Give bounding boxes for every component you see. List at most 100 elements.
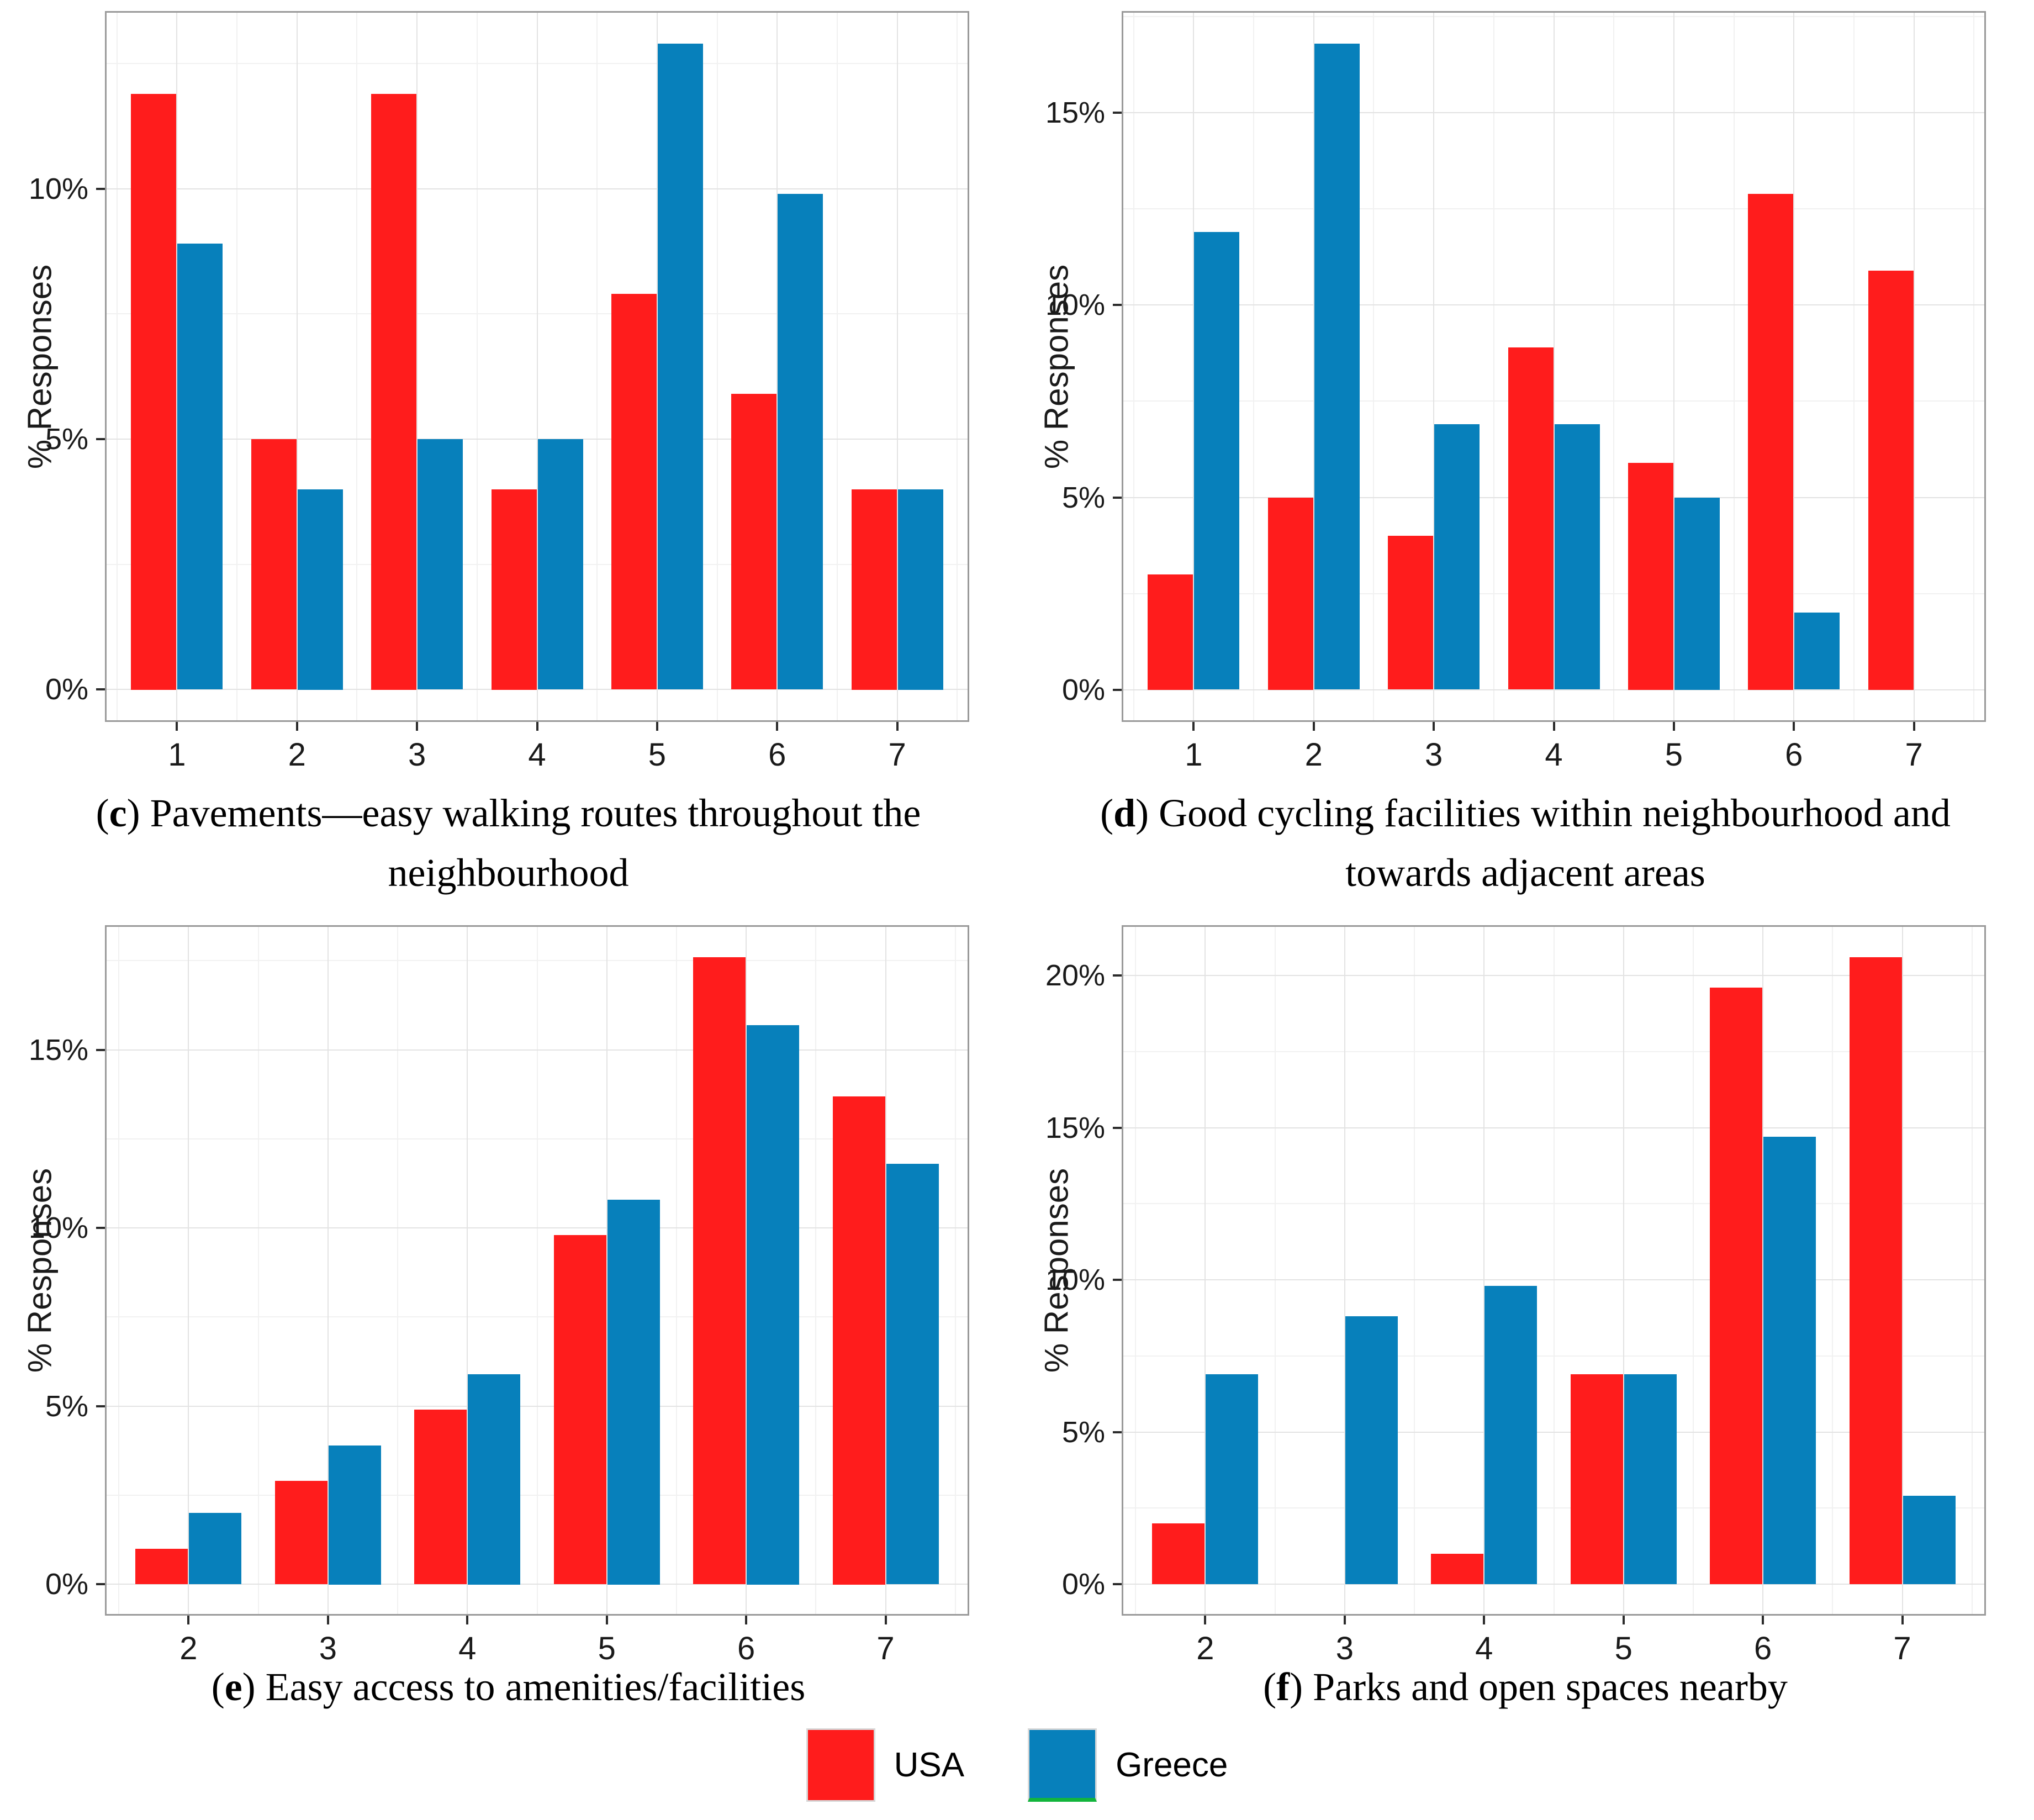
caption-text-d: Good cycling facilities within neighbour…	[1159, 791, 1951, 895]
plot-panel-f	[1122, 925, 1986, 1616]
gridline-major-v	[776, 13, 778, 720]
x-tick-label: 5	[1665, 737, 1683, 773]
gridline-major-v	[296, 13, 298, 720]
chart-figure-e: 0% 5% 10% 15% 2 3 4 5 6 7 % Responses (e) Easy acc…	[0, 911, 1017, 1710]
bar-usa-4	[1508, 347, 1554, 689]
x-tick-label: 6	[768, 737, 786, 773]
gridline-minor-v	[1414, 927, 1415, 1614]
y-tick-mark	[1113, 112, 1122, 114]
gridline-major-h	[107, 1049, 968, 1051]
x-tick-mark	[295, 722, 298, 731]
caption-c: (c) Pavements—easy walking routes throug…	[4, 783, 1012, 903]
bar-usa-6	[1710, 988, 1762, 1584]
x-tick-label: 3	[1335, 1631, 1354, 1666]
y-tick-label: 0%	[45, 673, 88, 706]
gridline-minor-v	[116, 13, 118, 720]
bar-greece-2	[1206, 1374, 1258, 1584]
bar-greece-6	[1794, 613, 1840, 689]
x-tick-mark	[656, 722, 658, 731]
caption-paren: (	[1263, 1665, 1277, 1709]
bar-usa-5	[554, 1235, 606, 1584]
gridline-minor-v	[836, 13, 838, 720]
x-tick-label: 4	[528, 737, 546, 773]
gridline-minor-v	[536, 927, 538, 1614]
caption-text-e: Easy access to amenities/facilities	[265, 1665, 806, 1709]
y-tick-mark	[1113, 1126, 1122, 1129]
gridline-minor-v	[596, 13, 598, 720]
gridline-minor-v	[1971, 927, 1973, 1614]
gridline-major-v	[188, 927, 189, 1614]
gridline-minor-v	[957, 13, 958, 720]
x-tick-mark	[1913, 722, 1915, 731]
y-tick-label: 15%	[28, 1033, 88, 1067]
x-tick-mark	[605, 1616, 608, 1624]
bar-usa-7	[833, 1096, 885, 1585]
chart-figure-d: 0% 5% 10% 15% 1 2 3 4 5 6 7 % Responses (d) Good cy…	[1017, 0, 2034, 911]
caption-letter-c: c	[109, 791, 127, 835]
gridline-major-v	[746, 927, 747, 1614]
x-tick-label: 4	[1475, 1631, 1493, 1666]
gridline-major-v	[416, 13, 418, 720]
y-tick-mark	[1113, 974, 1122, 977]
bar-greece-2	[1314, 44, 1360, 689]
y-tick-label: 15%	[1045, 96, 1105, 130]
bar-greece-7	[898, 489, 943, 690]
gridline-major-h	[1123, 112, 1984, 114]
y-tick-label: 0%	[45, 1568, 88, 1601]
x-tick-mark	[187, 1616, 190, 1624]
x-tick-mark	[1433, 722, 1435, 731]
x-tick-mark	[896, 722, 899, 731]
legend-label-usa: USA	[894, 1745, 965, 1784]
gridline-major-v	[1901, 927, 1903, 1614]
x-tick-mark	[1793, 722, 1795, 731]
x-tick-label: 2	[288, 737, 306, 773]
gridline-minor-v	[118, 927, 120, 1614]
bar-usa-6	[693, 957, 746, 1584]
y-tick-label: 10%	[1045, 288, 1105, 322]
caption-text-c: Pavements—easy walking routes throughout…	[150, 791, 921, 895]
gridline-minor-v	[1274, 927, 1276, 1614]
bar-usa-3	[275, 1481, 327, 1584]
gridline-major-h	[107, 1227, 968, 1229]
plot-panel-d	[1122, 11, 1986, 722]
y-tick-mark	[1113, 1583, 1122, 1586]
gridline-minor-v	[1692, 927, 1694, 1614]
y-tick-mark	[1113, 1279, 1122, 1281]
gridline-major-v	[536, 13, 538, 720]
bar-usa-2	[251, 439, 297, 689]
x-tick-label: 2	[1196, 1631, 1214, 1666]
y-tick-mark	[96, 1048, 105, 1051]
x-tick-mark	[326, 1616, 329, 1624]
bar-usa-7	[1868, 271, 1914, 690]
bar-greece-3	[418, 439, 463, 689]
x-tick-label: 7	[876, 1631, 895, 1666]
gridline-major-v	[896, 13, 898, 720]
gridline-minor-v	[1135, 927, 1137, 1614]
gridline-major-v	[1673, 13, 1674, 720]
caption-text-f: Parks and open spaces nearby	[1313, 1665, 1788, 1709]
x-tick-mark	[416, 722, 419, 731]
x-tick-label: 6	[737, 1631, 756, 1666]
gridline-minor-v	[236, 13, 238, 720]
gridline-major-h	[1123, 304, 1984, 306]
plot-area-f: 0% 5% 10% 15% 20% 2 3 4 5 6 7 % Responses	[1017, 911, 2034, 1710]
caption-paren: )	[1135, 791, 1159, 835]
y-tick-label: 0%	[1061, 1568, 1105, 1601]
gridline-minor-v	[397, 927, 399, 1614]
bar-greece-5	[1674, 498, 1720, 690]
bar-greece-1	[1194, 232, 1239, 689]
y-tick-mark	[1113, 1431, 1122, 1433]
gridline-minor-v	[1373, 13, 1375, 720]
caption-paren: )	[242, 1665, 266, 1709]
bar-greece-7	[1903, 1496, 1956, 1584]
y-tick-mark	[96, 437, 105, 440]
x-tick-label: 3	[319, 1631, 337, 1666]
x-tick-mark	[1204, 1616, 1207, 1624]
bar-greece-6	[747, 1025, 799, 1585]
bar-usa-3	[371, 94, 416, 690]
x-tick-label: 3	[408, 737, 426, 773]
x-tick-mark	[745, 1616, 748, 1624]
x-tick-label: 6	[1753, 1631, 1772, 1666]
bar-greece-3	[1434, 424, 1480, 689]
